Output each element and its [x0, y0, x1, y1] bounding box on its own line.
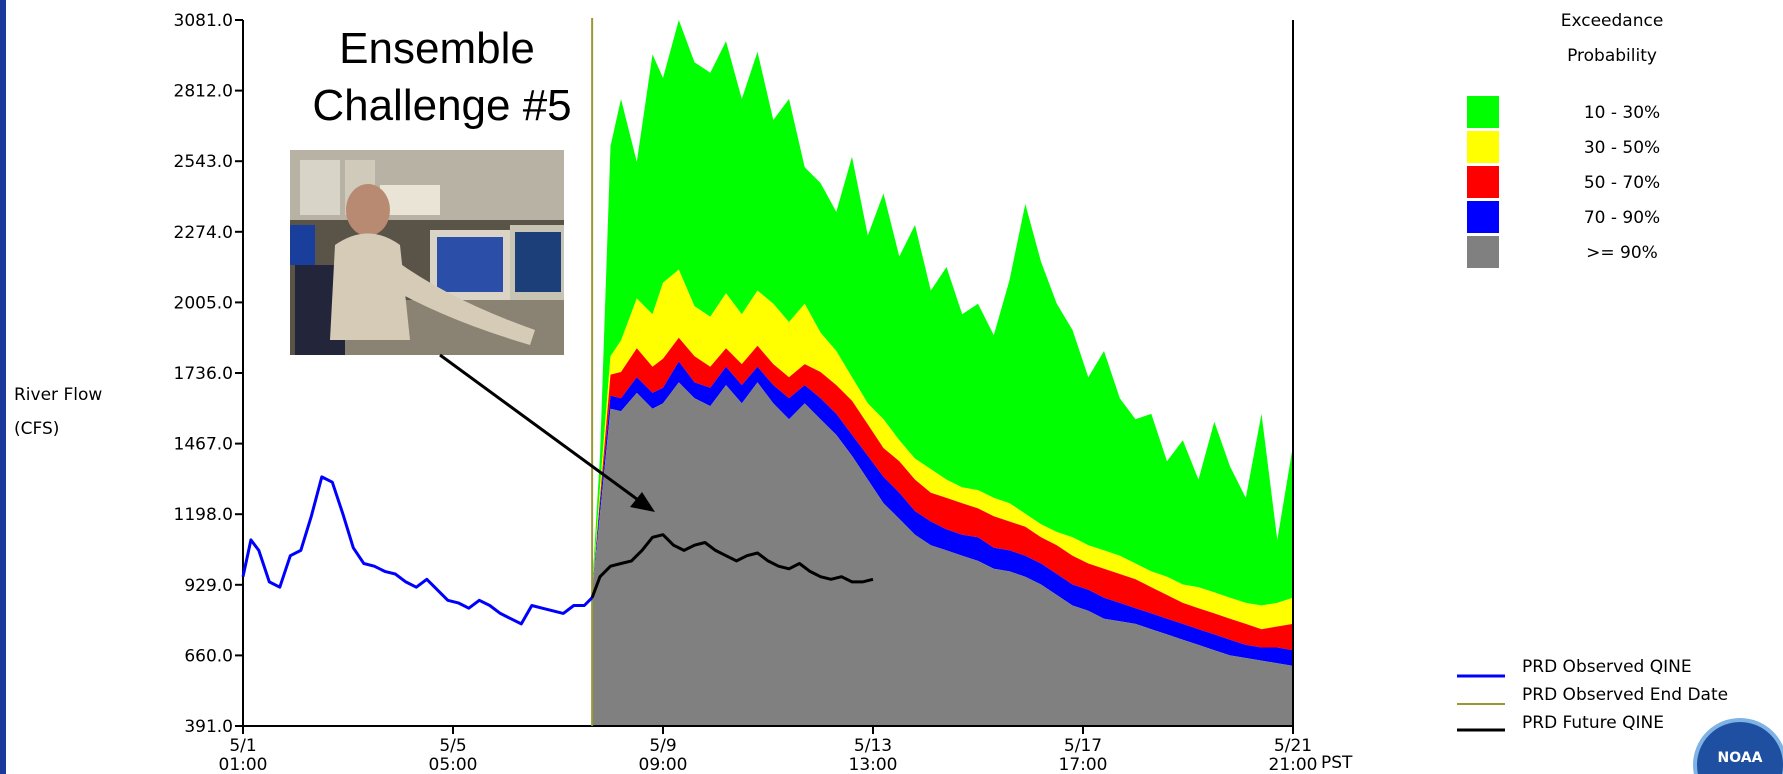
legend-label-band-1: 30 - 50% — [1584, 138, 1660, 158]
x-tick-label-date: 5/9 — [649, 736, 676, 756]
legend-swatch-band-2 — [1467, 166, 1499, 198]
y-tick-label: 3081.0 — [174, 11, 233, 31]
band-area-3 — [592, 361, 1293, 666]
x-tick-label-date: 5/17 — [1064, 736, 1102, 756]
legend-swatch-band-3 — [1467, 201, 1499, 233]
x-tick-label-date: 5/5 — [439, 736, 466, 756]
legend-label-end-date: PRD Observed End Date — [1522, 685, 1728, 705]
legend-label-observed: PRD Observed QINE — [1522, 657, 1692, 677]
y-axis-title-line2: (CFS) — [14, 419, 59, 439]
legend-exceedance-title-line1: Exceedance — [1561, 11, 1664, 31]
legend-label-band-0: 10 - 30% — [1584, 103, 1660, 123]
legend-label-future: PRD Future QINE — [1522, 713, 1664, 733]
band-area-1 — [592, 269, 1293, 630]
x-unit-label: PST — [1321, 753, 1353, 773]
photo-pointer-arrowhead — [630, 492, 655, 512]
noaa-logo: NOAA — [1693, 718, 1783, 774]
future-flow-line — [590, 533, 874, 599]
legend-label-band-4: >= 90% — [1586, 243, 1658, 263]
band-area-4 — [592, 382, 1293, 726]
chart-title-line1: Ensemble — [339, 24, 535, 73]
y-tick-label: 2274.0 — [174, 223, 233, 243]
observed-flow-line — [241, 475, 594, 626]
y-axis-title-line1: River Flow — [14, 385, 102, 405]
x-tick-label-date: 5/21 — [1274, 736, 1312, 756]
slide-left-band — [0, 0, 6, 774]
x-tick-label-time: 13:00 — [849, 755, 898, 774]
y-ticks: 3081.0 2812.0 2543.0 2274.0 2005.0 1736.0 1467… — [174, 11, 243, 737]
y-tick-label: 2005.0 — [174, 293, 233, 313]
band-legend: 10 - 30% 30 - 50% 50 - 70% 70 - 90% >= 90% — [1467, 96, 1660, 268]
band-area-0 — [592, 20, 1293, 606]
y-tick-label: 660.0 — [184, 646, 233, 666]
y-tick-label: 391.0 — [184, 717, 233, 737]
y-tick-label: 1736.0 — [174, 364, 233, 384]
band-area-2 — [592, 337, 1293, 651]
probability-bands — [592, 20, 1293, 726]
x-tick-label-time: 17:00 — [1059, 755, 1108, 774]
x-tick-label-time: 09:00 — [639, 755, 688, 774]
legend-label-band-3: 70 - 90% — [1584, 208, 1660, 228]
y-tick-label: 2812.0 — [174, 82, 233, 102]
x-tick-label-date: 5/1 — [229, 736, 256, 756]
photo-pointer-arrow — [439, 353, 646, 507]
x-tick-label-time: 21:00 — [1269, 755, 1318, 774]
forecaster-photo — [290, 150, 564, 355]
svg-text:NOAA: NOAA — [1718, 750, 1763, 766]
legend-exceedance-title-line2: Probability — [1567, 46, 1657, 66]
x-tick-label-date: 5/13 — [854, 736, 892, 756]
chart-title-line2: Challenge #5 — [312, 81, 571, 130]
legend-swatch-band-4 — [1467, 236, 1499, 268]
y-tick-label: 2543.0 — [174, 152, 233, 172]
y-tick-label: 1467.0 — [174, 435, 233, 455]
y-tick-label: 1198.0 — [174, 505, 233, 525]
line-legend: PRD Observed QINE PRD Observed End Date … — [1457, 657, 1728, 733]
x-tick-label-time: 01:00 — [219, 755, 268, 774]
x-tick-label-time: 05:00 — [429, 755, 478, 774]
y-tick-label: 929.0 — [184, 576, 233, 596]
legend-label-band-2: 50 - 70% — [1584, 173, 1660, 193]
series-lines — [241, 18, 874, 726]
legend-swatch-band-1 — [1467, 131, 1499, 163]
legend-swatch-band-0 — [1467, 96, 1499, 128]
